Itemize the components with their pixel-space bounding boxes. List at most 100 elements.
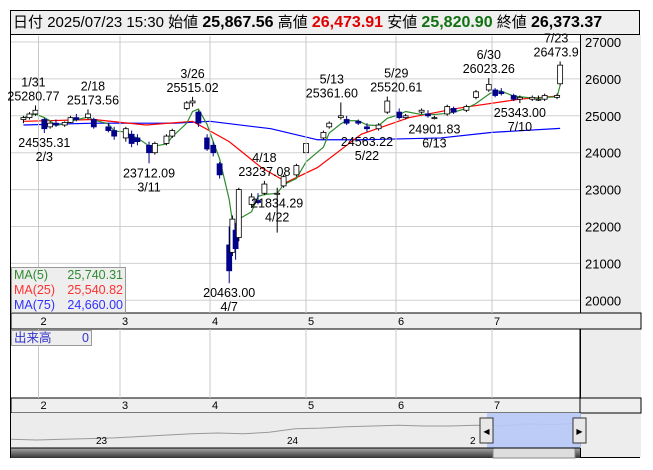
candle-body [402,115,409,119]
annotation-price: 26023.26 [463,62,515,76]
candle-body [293,165,300,176]
scrollbar-thumb[interactable] [492,447,576,459]
x-tick-label: 4 [212,400,218,412]
candle [134,134,141,146]
annotation-date: 5/13 [320,72,344,86]
candle [151,141,158,155]
annotation-date: 7/23 [544,31,568,45]
ma75-line [23,120,561,141]
candle [232,222,239,260]
volume-header: 出来高 0 [11,330,92,346]
close-label: 終値 [496,14,527,31]
candle [492,88,498,98]
x-tick-label: 5 [308,316,314,328]
candle [90,117,97,129]
ohlc-header: 日付 2025/07/23 15:30 始値 25,867.56 高値 26,4… [11,11,639,35]
candle-body [450,108,457,113]
candle-body [498,91,505,95]
candle [384,96,391,114]
candle-body [554,95,560,98]
candle-body [274,192,281,195]
candle [326,121,333,129]
annotation-price: 26473.9 [534,45,579,59]
y-tick-label: 23000 [585,183,621,198]
annotation-price: 25343.00 [494,106,546,120]
candle-body [418,109,425,113]
overview-right-handle[interactable] [572,417,587,444]
y-tick-label: 26000 [585,72,621,87]
candle [20,115,27,124]
annotation-price: 23237.08 [238,165,290,179]
candle [418,108,425,114]
candle-body [85,113,91,119]
legend-ma75: MA(75) 24,660.00 [12,298,125,313]
candle-body [516,96,523,100]
high-label: 高値 [277,14,308,31]
x-tick-label: 2 [41,400,47,412]
candle-body [541,95,548,100]
annotation-date: 7/10 [508,120,532,134]
annotation-date: 3/11 [137,180,160,194]
annotation-price: 25280.77 [7,89,59,103]
annotation-price: 25515.02 [167,81,219,95]
overview-left-handle[interactable] [479,417,494,444]
annotation-date: 6/13 [422,136,446,150]
candle-body [105,126,112,131]
candle [541,93,548,102]
candle [128,130,135,148]
legend-ma5: MA(5) 25,740.31 [12,268,125,283]
candle [105,123,112,133]
y-tick-label: 22000 [585,220,621,235]
candle [337,102,344,120]
x-tick-label: 3 [122,316,128,328]
annotation-price: 21834.29 [251,196,303,210]
candle-body [261,183,268,194]
candle [274,187,281,233]
candle-body [189,100,196,104]
candle [47,121,54,129]
candle-body [473,91,479,98]
candle [510,93,517,102]
candle [169,128,176,138]
candle [431,115,438,120]
candle [529,95,536,102]
candle [261,180,268,196]
chevron-right-icon: ▶ [576,427,583,436]
candle [473,89,479,100]
plot-area [11,41,580,301]
candle [32,105,39,116]
candle-body [396,111,403,119]
ma-legend: MA(5) 25,740.31 MA(25) 25,540.82 MA(75) 24,… [11,267,126,313]
candle-body [343,119,350,124]
annotation-price: 24535.31 [18,136,70,150]
annotation-date: 2/18 [81,79,105,93]
overview-year-label: 2 [470,436,476,447]
candle [293,163,300,177]
annotation-price: 23712.09 [123,166,175,180]
scrollbar-track[interactable] [11,448,580,458]
x-tick-label: 2 [41,316,47,328]
overview-year-label: 24 [287,436,299,447]
y-tick-label: 24000 [585,146,621,161]
candle [425,110,431,118]
price-axis [580,35,641,457]
candle-body [492,89,498,96]
candle [320,130,327,140]
y-tick-label: 20000 [585,293,621,308]
datetime: 2025/07/23 15:30 [47,14,164,31]
candle-body [425,113,431,117]
candle-body [463,106,470,111]
candle [189,96,196,107]
candle-body [529,96,536,100]
date-axis-bar-2 [10,397,642,414]
legend-name: MA(75) [14,298,55,312]
legend-value: 25,540.82 [67,283,123,297]
